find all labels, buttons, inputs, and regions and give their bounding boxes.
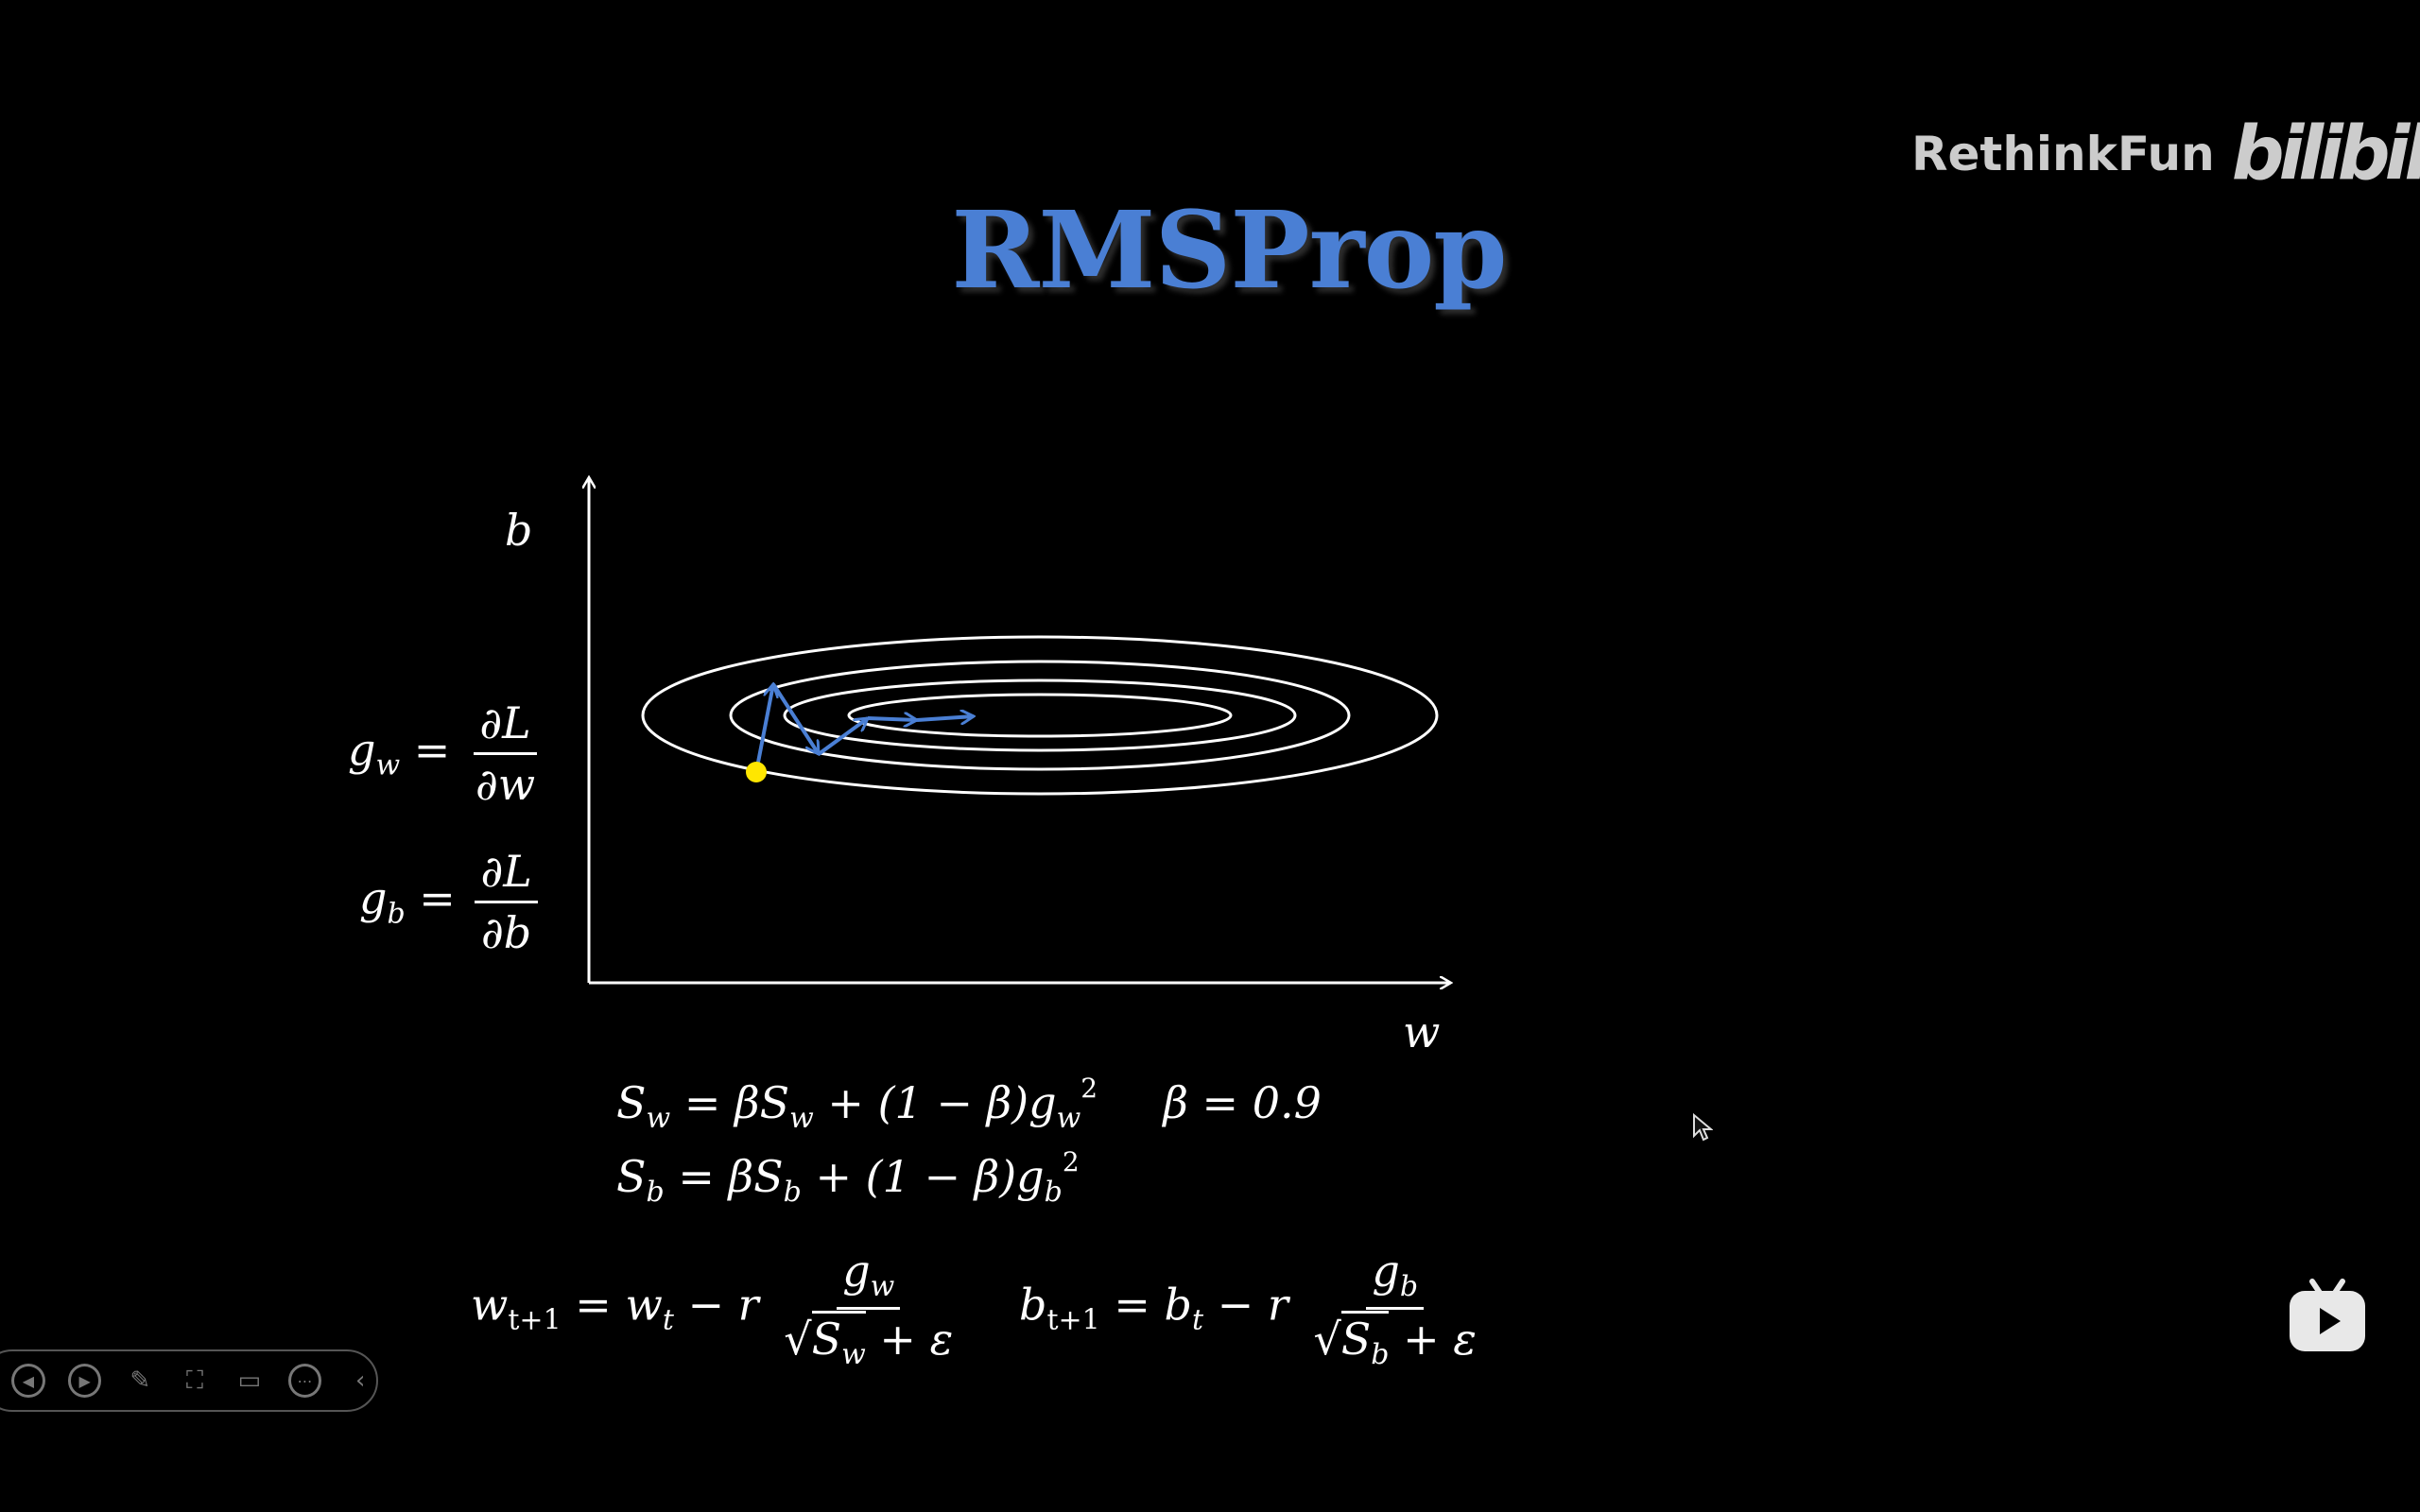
formula-gw: gw = ∂L ∂w [348, 697, 537, 810]
axis-label-b: b [505, 505, 532, 556]
camera-icon[interactable]: ▭ [237, 1366, 262, 1395]
formula-b-update: bt+1 = bt − r gb √Sb + ε [1019, 1246, 1477, 1371]
formula-w-update: wt+1 = wt − r gw √Sw + ε [471, 1246, 954, 1371]
bilibili-logo: bilibili [2231, 112, 2420, 197]
presentation-toolbar: ◀ ▶ ✎ ⛶ ▭ ⋯ ‹ [0, 1349, 378, 1412]
formula-gb: gb = ∂L ∂b [359, 846, 544, 958]
optimization-path [754, 684, 974, 773]
pen-icon[interactable]: ✎ [130, 1366, 151, 1395]
contour-inner [847, 693, 1233, 738]
slide-title: RMSProp [951, 189, 1507, 313]
beta-value: β = 0.9 [1163, 1077, 1322, 1128]
formula-sb: Sb = βSb + (1 − β)gb2 [616, 1146, 1080, 1209]
next-icon[interactable]: ▶ [67, 1364, 102, 1398]
watermark-author: RethinkFun [1911, 127, 2215, 181]
prev-icon[interactable]: ◀ [11, 1364, 45, 1398]
formula-sw: Sw = βSw + (1 − β)gw2 β = 0.9 [616, 1073, 1322, 1135]
watermark: RethinkFun bilibili [1911, 112, 2420, 197]
contour-2 [729, 660, 1351, 771]
collapse-icon[interactable]: ‹ [354, 1366, 366, 1395]
axis-label-w: w [1403, 1006, 1440, 1057]
contour-outer [641, 635, 1439, 796]
more-icon[interactable]: ⋯ [287, 1364, 322, 1398]
bilibili-tv-icon[interactable] [2288, 1278, 2367, 1353]
cursor-icon [1693, 1113, 1713, 1142]
start-point [746, 762, 767, 782]
screenshot-icon[interactable]: ⛶ [185, 1366, 204, 1395]
contour-3 [783, 679, 1297, 752]
